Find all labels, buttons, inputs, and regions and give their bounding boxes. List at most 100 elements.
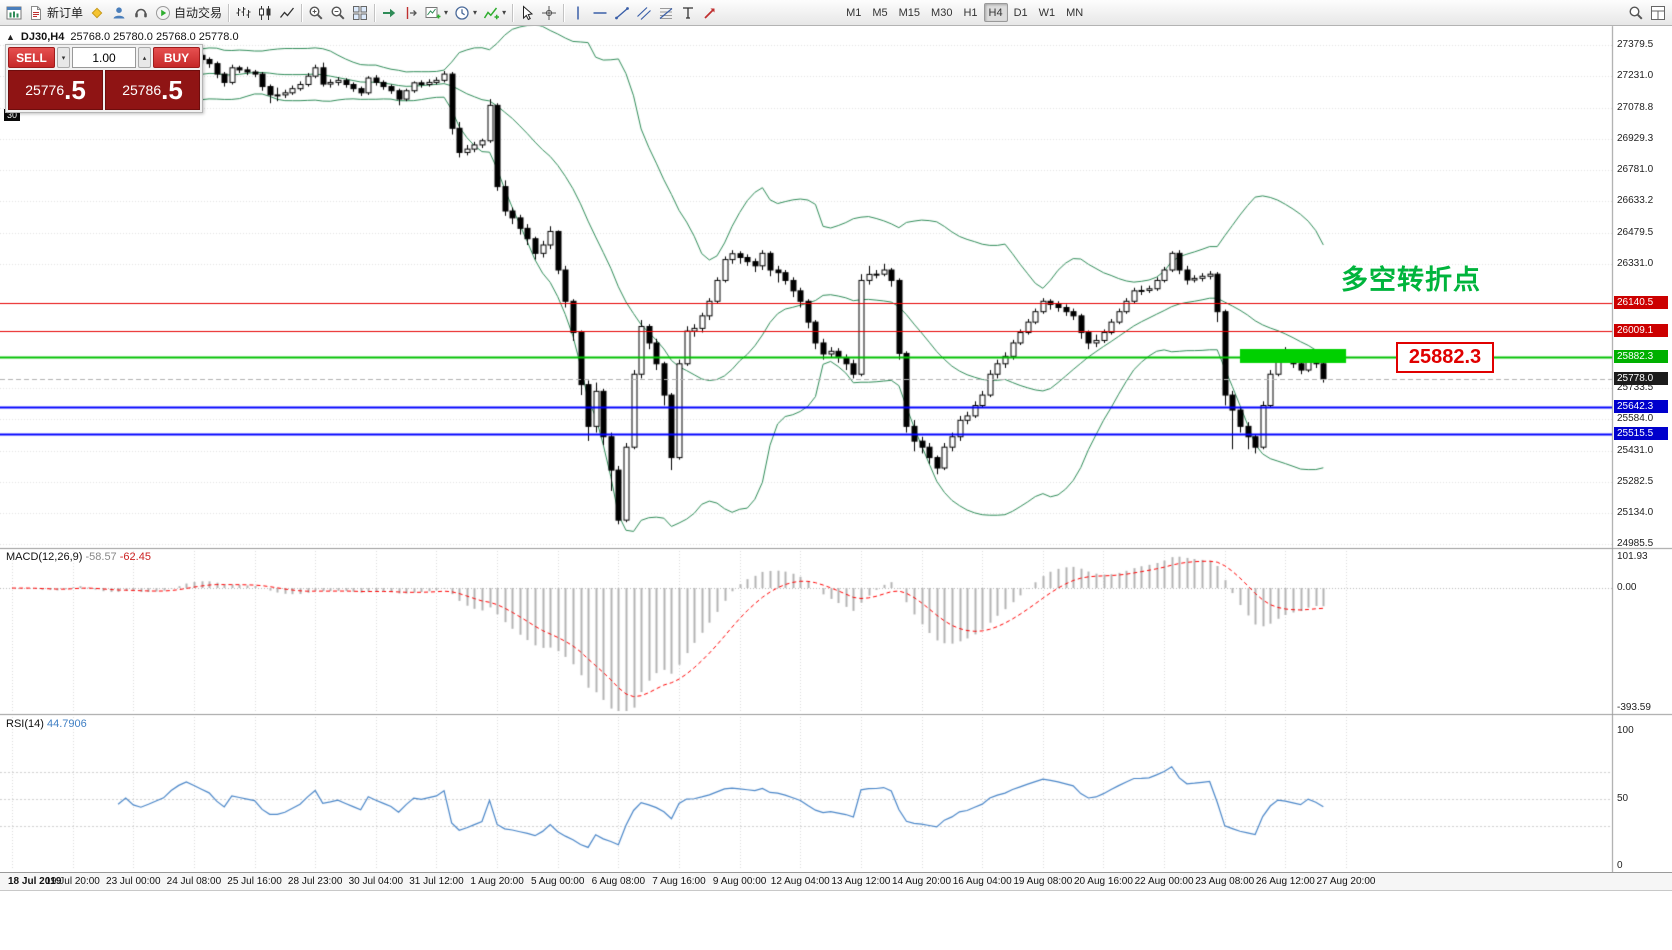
autotrading-icon (155, 5, 171, 21)
zoom-in-icon (308, 5, 324, 21)
price-scale-label: 26929.3 (1617, 132, 1654, 144)
time-label: 25 Jul 16:00 (227, 876, 282, 887)
vertical-line-icon (570, 5, 586, 21)
time-label: 31 Jul 12:00 (409, 876, 464, 887)
dropdown-caret-icon: ▾ (444, 8, 449, 17)
new-order-button[interactable]: 新订单 (25, 2, 86, 23)
rsi-axis-label: 100 (1617, 725, 1634, 736)
chart-shift-button[interactable] (400, 2, 422, 23)
zoom-in-button[interactable] (305, 2, 327, 23)
trendline-button[interactable] (611, 2, 633, 23)
crosshair-button[interactable] (538, 2, 560, 23)
macd-axis-label: 101.93 (1617, 551, 1648, 562)
line-chart-icon (279, 5, 295, 21)
vertical-line-button[interactable] (567, 2, 589, 23)
timeframe-m5-button[interactable]: M5 (867, 3, 892, 22)
time-label: 1 Aug 20:00 (470, 876, 524, 887)
volume-stepper[interactable]: ▴ (138, 47, 151, 68)
timeframe-w1-button[interactable]: W1 (1034, 3, 1061, 22)
ohlc-values: 25768.0 25780.0 25768.0 25778.0 (70, 31, 239, 43)
timeframe-m30-button[interactable]: M30 (926, 3, 957, 22)
time-label: 9 Aug 00:00 (712, 876, 767, 887)
annotation-text: 多空转折点 (1341, 265, 1481, 295)
support-button[interactable] (130, 2, 152, 23)
market-watch-button[interactable] (108, 2, 130, 23)
metaeditor-button[interactable] (86, 2, 108, 23)
price-callout[interactable]: 25882.3 (1396, 342, 1494, 373)
periods-button[interactable]: ▾ (451, 2, 480, 23)
fibonacci-button[interactable] (655, 2, 677, 23)
indicators-button[interactable]: ▾ (480, 2, 509, 23)
price-scale-label: 25134.0 (1617, 507, 1654, 519)
price-badge: 26009.1 (1614, 323, 1668, 337)
zoom-out-icon (330, 5, 346, 21)
auto-scroll-button[interactable] (378, 2, 400, 23)
autotrading-button-label: 自动交易 (174, 6, 223, 20)
chart-window-icon (6, 5, 22, 21)
zoom-out-button[interactable] (327, 2, 349, 23)
time-label: 30 Jul 04:00 (348, 876, 404, 887)
search-icon (1628, 5, 1644, 21)
new-chart-icon (425, 5, 441, 21)
toolbar-separator (301, 3, 303, 22)
bar-chart-button[interactable] (232, 2, 254, 23)
line-chart-button[interactable] (276, 2, 298, 23)
time-label: 6 Aug 08:00 (591, 876, 646, 887)
sell-price[interactable]: 25776.5 (8, 70, 103, 110)
symbol-period-label: DJ30,H4 (20, 31, 65, 43)
candlestick-chart-button[interactable] (254, 2, 276, 23)
time-label: 22 Aug 00:00 (1134, 876, 1194, 887)
layout-button[interactable] (1647, 2, 1669, 23)
cursor-button[interactable] (516, 2, 538, 23)
time-label: 19 Aug 08:00 (1013, 876, 1073, 887)
rsi-axis-label: 0 (1617, 860, 1623, 871)
price-scale-label: 25584.0 (1617, 413, 1654, 425)
channel-button[interactable] (633, 2, 655, 23)
buy-button[interactable]: BUY (153, 47, 200, 68)
timeframe-m1-button[interactable]: M1 (841, 3, 866, 22)
time-label: 26 Aug 12:00 (1255, 876, 1315, 887)
price-scale-label: 25431.0 (1617, 445, 1654, 457)
horizontal-line-button[interactable] (589, 2, 611, 23)
timeframe-d1-button[interactable]: D1 (1009, 3, 1033, 22)
timeframe-h1-button[interactable]: H1 (958, 3, 982, 22)
rsi-title: RSI(14) 44.7906 (6, 718, 87, 730)
time-label: 19 Jul 20:00 (45, 876, 100, 887)
order-type-dropdown[interactable]: ▾ (57, 47, 70, 68)
price-scale-label: 25282.5 (1617, 476, 1654, 488)
sell-button[interactable]: SELL (8, 47, 55, 68)
time-label: 23 Jul 00:00 (106, 876, 161, 887)
price-badge: 25642.3 (1614, 400, 1668, 414)
new-order-icon (28, 5, 44, 21)
autotrading-button[interactable]: 自动交易 (152, 2, 225, 23)
volume-input[interactable] (72, 47, 136, 68)
chart-window-button[interactable] (3, 2, 25, 23)
indicators-icon (483, 5, 500, 21)
auto-scroll-icon (381, 5, 397, 21)
tile-windows-button[interactable] (349, 2, 371, 23)
time-label: 12 Aug 04:00 (770, 876, 830, 887)
timeframe-m15-button[interactable]: M15 (894, 3, 925, 22)
time-label: 24 Jul 08:00 (166, 876, 222, 887)
cursor-icon (519, 4, 535, 21)
toolbar-separator (228, 3, 230, 22)
buy-price[interactable]: 25786.5 (105, 70, 200, 110)
search-button[interactable] (1625, 2, 1647, 23)
dropdown-caret-icon: ▾ (473, 8, 478, 17)
trade-panel-controls: SELL ▾ ▴ BUY (8, 47, 200, 68)
timeframe-h4-button[interactable]: H4 (983, 3, 1008, 22)
time-label: 23 Aug 08:00 (1195, 876, 1255, 887)
new-chart-button[interactable]: ▾ (422, 2, 451, 23)
collapse-trade-panel-icon[interactable]: ▲ (6, 32, 15, 42)
macd-axis-label: -393.59 (1617, 702, 1651, 713)
price-scale-label: 26633.2 (1617, 194, 1654, 206)
dropdown-caret-icon: ▾ (502, 8, 507, 17)
timeframe-mn-button[interactable]: MN (1061, 3, 1088, 22)
price-scale-label: 27231.0 (1617, 69, 1654, 81)
horizontal-line-icon (592, 5, 608, 21)
rsi-value: 44.7906 (46, 718, 87, 730)
text-button[interactable] (677, 2, 699, 23)
arrow-tools-button[interactable] (699, 2, 721, 23)
